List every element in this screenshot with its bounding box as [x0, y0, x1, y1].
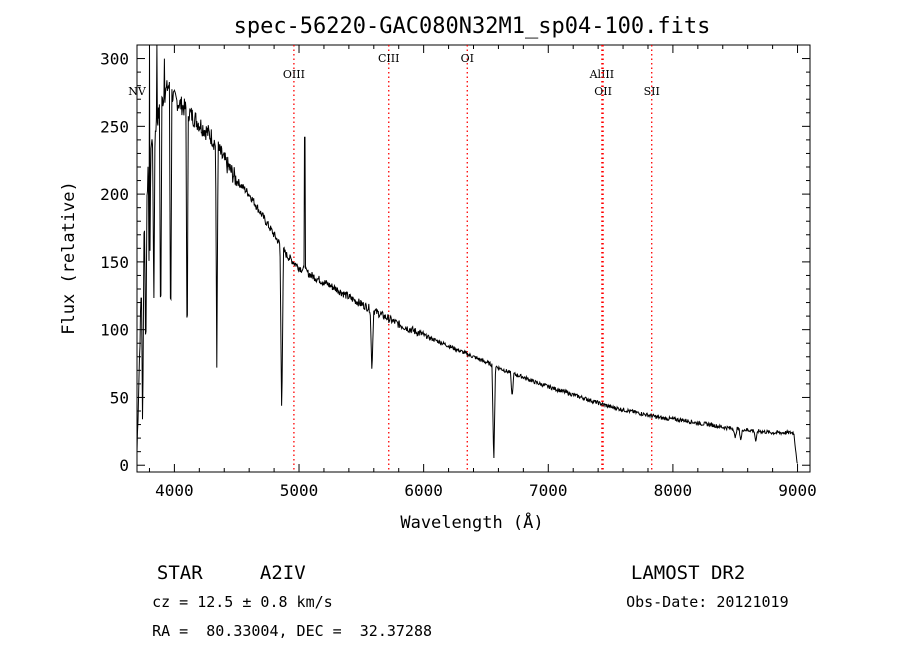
y-tick-label: 50 — [110, 388, 129, 407]
y-tick-label: 150 — [100, 253, 129, 272]
object-class: STAR — [156, 562, 203, 584]
plot-frame — [136, 44, 811, 473]
line-marker-label-nv: NV — [128, 85, 147, 98]
x-tick-label: 4000 — [155, 481, 194, 500]
redshift-info: cz = 12.5 ± 0.8 km/s — [152, 593, 333, 611]
y-tick-label: 100 — [100, 321, 129, 340]
x-tick-label: 6000 — [404, 481, 443, 500]
y-tick-label: 0 — [119, 456, 129, 475]
line-marker-label-oiii: OIII — [283, 68, 305, 81]
line-marker-label-oi: OI — [461, 52, 474, 65]
y-axis-label: Flux (relative) — [59, 181, 79, 335]
y-tick-label: 200 — [100, 185, 129, 204]
line-marker-label-sii: SII — [644, 85, 660, 98]
x-axis-label: Wavelength (Å) — [400, 511, 543, 533]
survey-name: LAMOST DR2 — [630, 562, 746, 584]
coordinates: RA = 80.33004, DEC = 32.37288 — [152, 622, 433, 640]
axis-ticks: 4000 5000 6000 7000 8000 9000 0 50 100 150 200 250 3… — [100, 45, 817, 500]
x-tick-label: 9000 — [778, 481, 817, 500]
line-marker-label-aliii: AlIII — [589, 68, 615, 81]
y-tick-label: 300 — [100, 50, 129, 69]
line-marker-label-oii: OII — [594, 85, 612, 98]
line-marker-label-ciii: CIII — [378, 52, 399, 65]
chart-title: spec-56220-GAC080N32M1_sp04-100.fits — [234, 14, 711, 39]
x-tick-label: 7000 — [529, 481, 568, 500]
x-tick-label: 5000 — [280, 481, 319, 500]
object-subclass: A2IV — [259, 562, 306, 584]
spectrum-line — [136, 44, 798, 464]
line-markers: NV OIII CIII OI AlIII OII SII — [128, 45, 660, 472]
x-tick-label: 8000 — [654, 481, 693, 500]
obs-date: Obs-Date: 20121019 — [626, 593, 789, 611]
y-tick-label: 250 — [100, 117, 129, 136]
